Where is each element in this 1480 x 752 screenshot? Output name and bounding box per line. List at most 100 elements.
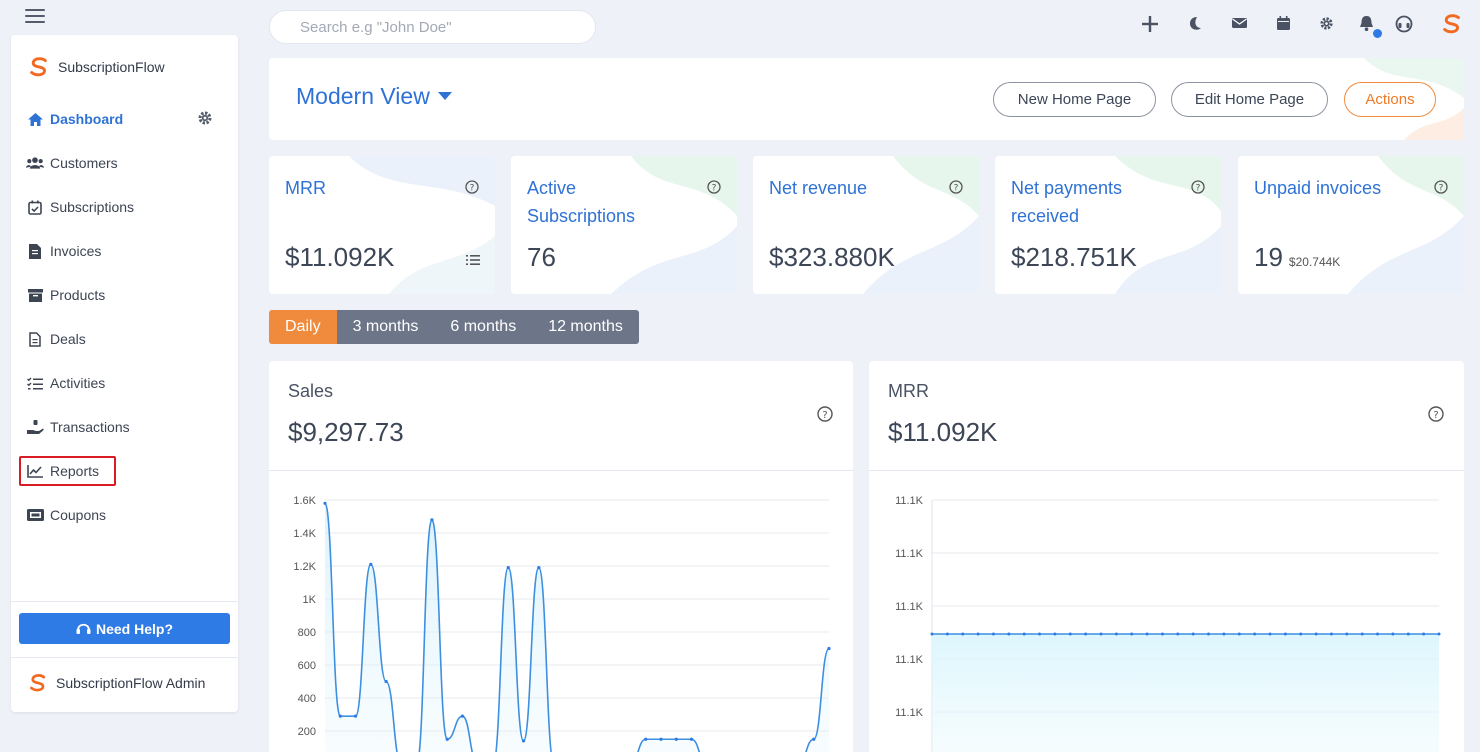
help-icon[interactable]: ? [1428,406,1444,422]
brand[interactable]: SubscriptionFlow [28,56,165,78]
sidebar-item-label: Coupons [50,507,107,523]
kpi-card-unpaid-invoices: Unpaid invoices ? 19 $20.744K [1238,156,1464,294]
data-point [537,566,541,570]
sidebar-item-reports[interactable]: Reports [11,449,238,493]
subscriptionflow-logo-icon[interactable] [1441,13,1465,37]
data-point [1299,632,1303,636]
kpi-label: Net revenue [769,178,868,198]
tab-6-months[interactable]: 6 months [434,310,533,344]
data-point [1422,632,1426,636]
mrr-chart-panel: MRR $11.092K ? 11.1K 11.1K 11.1K 11.1K 11.1K [869,361,1464,752]
y-tick-label: 11.1K [895,707,924,719]
sidebar-item-subscriptions[interactable]: Subscriptions [11,185,238,229]
data-point [1191,632,1195,636]
view-selector[interactable]: Modern View [296,83,452,110]
mail-icon[interactable] [1232,16,1252,36]
data-point [445,737,449,741]
y-tick-label: 1.4K [293,528,316,540]
headset-icon [76,623,91,634]
sidebar-item-coupons[interactable]: Coupons [11,493,238,537]
gear-icon[interactable] [197,110,213,126]
sales-series-line [324,502,830,752]
data-point [430,518,434,522]
subscriptionflow-logo-icon [30,674,46,692]
calendar-icon[interactable] [1277,16,1297,36]
help-icon[interactable]: ? [1434,180,1448,194]
sidebar-item-activities[interactable]: Activities [11,361,238,405]
data-point [1022,632,1026,636]
bell-icon[interactable] [1358,15,1382,38]
sidebar-item-label: Dashboard [50,111,124,127]
edit-home-page-button[interactable]: Edit Home Page [1171,82,1328,117]
data-point [1268,632,1272,636]
kpi-subvalue: $20.744K [1288,255,1341,269]
help-icon[interactable]: ? [707,180,721,194]
data-point [1391,632,1395,636]
sidebar-item-label: Reports [50,463,100,479]
svg-text:?: ? [1433,410,1438,421]
menu-toggle-icon[interactable] [25,9,45,23]
divider [11,657,238,658]
divider [11,601,238,602]
help-icon[interactable]: ? [465,180,479,194]
tab-12-months[interactable]: 12 months [532,310,639,344]
data-point [827,646,831,651]
sidebar-item-label: Customers [50,155,118,171]
data-point [945,632,949,636]
admin-name: SubscriptionFlow Admin [56,675,206,691]
kpi-label: Net payments received [1011,178,1123,226]
settings-icon[interactable] [1319,16,1339,36]
y-tick-label: 1K [303,594,317,606]
y-tick-label: 1.2K [293,561,316,573]
data-point [961,632,965,636]
y-tick-label: 400 [298,693,316,705]
svg-text:?: ? [1439,183,1444,193]
data-point [1068,632,1072,636]
data-point [930,632,934,636]
home-icon [26,110,44,128]
help-icon[interactable]: ? [949,180,963,194]
data-point [338,714,342,718]
sidebar-item-products[interactable]: Products [11,273,238,317]
sidebar-item-deals[interactable]: Deals [11,317,238,361]
list-icon[interactable] [466,254,480,266]
kpi-label: MRR [285,178,326,198]
data-point [1376,632,1380,636]
file-icon [26,330,44,348]
sidebar-item-transactions[interactable]: Transactions [11,405,238,449]
sidebar-item-customers[interactable]: Customers [11,141,238,185]
sidebar-item-invoices[interactable]: Invoices [11,229,238,273]
chart-title: Sales [288,381,334,401]
tab-daily[interactable]: Daily [269,310,337,344]
admin-account[interactable]: SubscriptionFlow Admin [28,673,205,693]
view-title: Modern View [296,83,430,109]
new-home-page-button[interactable]: New Home Page [993,82,1156,117]
sidebar-item-dashboard[interactable]: Dashboard [11,97,238,141]
kpi-card-active-subscriptions: Active Subscriptions ? 76 [511,156,737,294]
sidebar-item-label: Transactions [50,419,130,435]
chart-title: MRR [888,381,929,401]
divider [869,470,1464,471]
help-icon[interactable]: ? [817,406,833,422]
sidebar-item-label: Invoices [50,243,102,259]
moon-icon[interactable] [1188,16,1208,36]
kpi-label: Active Subscriptions [527,178,636,226]
plus-icon[interactable] [1141,15,1163,37]
mrr-line-chart[interactable]: 11.1K 11.1K 11.1K 11.1K 11.1K [869,471,1464,752]
actions-button[interactable]: Actions [1344,82,1436,117]
data-point [644,737,648,741]
y-tick-label: 11.1K [895,601,924,613]
y-tick-label: 200 [298,726,316,738]
sidebar-item-label: Deals [50,331,86,347]
tab-3-months[interactable]: 3 months [336,310,435,344]
sales-line-chart[interactable]: 1.6K 1.4K 1.2K 1K 800 600 400 200 [269,471,853,752]
data-point [1053,632,1057,636]
help-icon[interactable]: ? [1191,180,1205,194]
y-tick-label: 11.1K [895,495,924,507]
need-help-button[interactable]: Need Help? [19,613,230,644]
search-input[interactable] [269,10,596,44]
y-tick-label: 800 [298,627,316,639]
kpi-value: 76 [527,242,556,272]
data-point [689,737,694,741]
support-headset-icon[interactable] [1395,15,1417,37]
